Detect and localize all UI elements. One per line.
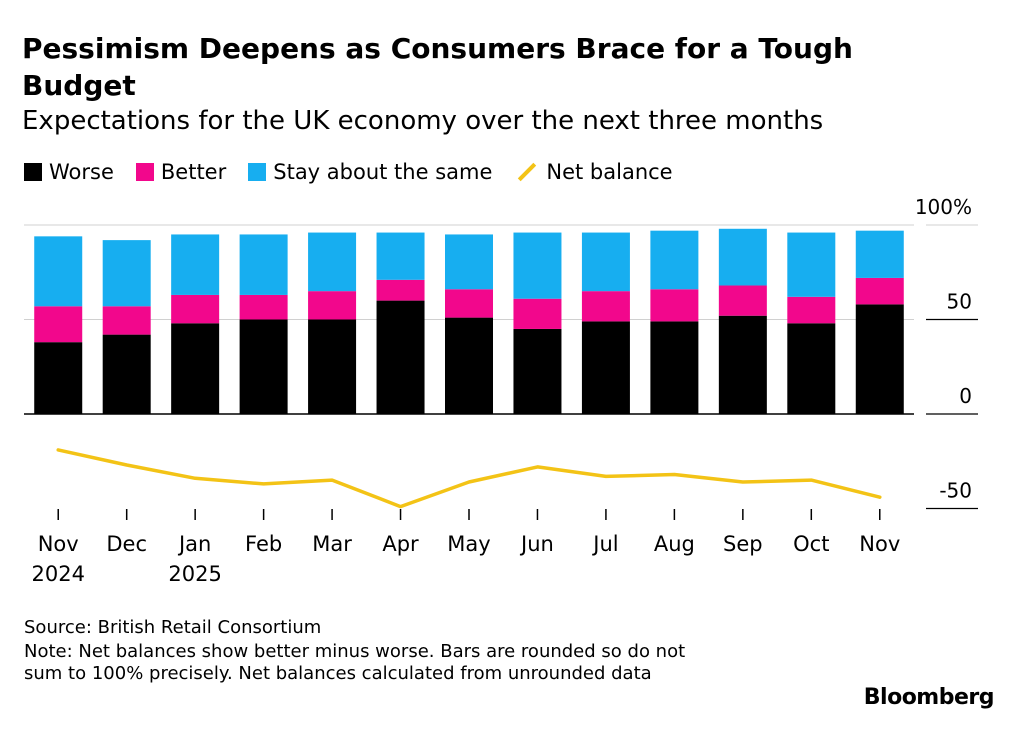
source-note: Source: British Retail Consortium — [24, 617, 322, 638]
x-tick-label: May — [447, 532, 490, 556]
x-tick-label: Oct — [793, 532, 829, 556]
bar-worse — [102, 334, 151, 414]
x-tick-label: Apr — [382, 532, 419, 556]
x-tick-label: Sep — [723, 532, 763, 556]
chart-plot: 100% 50 0 -50 Nov 2024 Dec Jan 2025 Feb Mar Apr May J… — [24, 195, 978, 586]
bar-better — [513, 298, 562, 329]
x-tick-label: Aug — [654, 532, 695, 556]
y-tick-label: 0 — [959, 384, 972, 408]
bar-stay-about-the-same — [513, 232, 562, 299]
bar-better — [650, 289, 699, 322]
bar-stay-about-the-same — [308, 232, 357, 292]
bar-worse — [308, 319, 357, 414]
x-tick-label: Dec — [106, 532, 147, 556]
bar-better — [102, 306, 151, 335]
bar-stay-about-the-same — [581, 232, 630, 292]
bar-stay-about-the-same — [34, 236, 83, 307]
legend-label-better: Better — [160, 160, 227, 184]
x-tick-label: Jan — [177, 532, 211, 556]
bar-worse — [171, 323, 220, 414]
bar-better — [855, 277, 904, 305]
bar-stay-about-the-same — [650, 230, 699, 290]
bar-better — [718, 285, 767, 316]
bar-stay-about-the-same — [445, 234, 493, 290]
legend: Worse Better Stay about the same Net bal… — [24, 158, 695, 186]
bar-worse — [239, 319, 288, 414]
bar-better — [581, 291, 630, 322]
legend-item-same: Stay about the same — [248, 160, 492, 184]
bar-better — [171, 294, 220, 324]
legend-label-worse: Worse — [49, 160, 114, 184]
x-tick-sublabel: 2024 — [32, 562, 85, 586]
legend-swatch-same — [248, 163, 267, 181]
bar-better — [445, 289, 493, 318]
y-tick-label: 100% — [915, 195, 972, 219]
bar-stay-about-the-same — [171, 234, 220, 295]
bar-worse — [855, 304, 904, 414]
footnote: Note: Net balances show better minus wor… — [24, 641, 686, 684]
chart-title: Pessimism Deepens as Consumers Brace for… — [22, 32, 853, 102]
x-tick-label: Jul — [591, 532, 618, 556]
bar-worse — [718, 315, 767, 414]
x-tick-label: Jun — [519, 532, 554, 556]
bar-better — [308, 291, 357, 320]
y-tick-label: -50 — [939, 479, 972, 503]
x-tick-label: Nov — [38, 532, 79, 556]
bar-better — [34, 306, 83, 343]
bar-worse — [787, 323, 836, 414]
bar-better — [239, 294, 288, 320]
x-tick-label: Feb — [245, 532, 282, 556]
legend-swatch-worse — [24, 163, 42, 181]
legend-label-net-balance: Net balance — [546, 160, 673, 184]
bar-worse — [513, 328, 562, 414]
net-balance-line — [56, 448, 882, 509]
x-tick-sublabel: 2025 — [168, 562, 221, 586]
bar-worse — [445, 317, 493, 414]
bar-better — [376, 279, 425, 301]
legend-swatch-better — [135, 163, 154, 181]
bar-stay-about-the-same — [102, 240, 151, 307]
bar-stay-about-the-same — [239, 234, 288, 295]
bar-stay-about-the-same — [718, 228, 767, 286]
legend-item-worse: Worse — [24, 160, 114, 184]
x-tick-label: Mar — [312, 532, 352, 556]
y-tick-label: 50 — [947, 290, 972, 314]
legend-item-better: Better — [135, 160, 227, 184]
legend-item-net-balance: Net balance — [514, 160, 673, 184]
bar-worse — [376, 300, 425, 414]
bar-stay-about-the-same — [787, 232, 836, 297]
bar-worse — [650, 321, 699, 414]
chart-subtitle: Expectations for the UK economy over the… — [22, 106, 824, 136]
bar-worse — [581, 321, 630, 414]
legend-label-same: Stay about the same — [273, 160, 493, 184]
bloomberg-logo: Bloomberg — [863, 685, 995, 710]
bar-stay-about-the-same — [376, 232, 425, 280]
bar-stay-about-the-same — [855, 230, 904, 278]
bar-better — [787, 296, 836, 324]
bar-worse — [34, 342, 83, 414]
x-tick-label: Nov — [859, 532, 900, 556]
